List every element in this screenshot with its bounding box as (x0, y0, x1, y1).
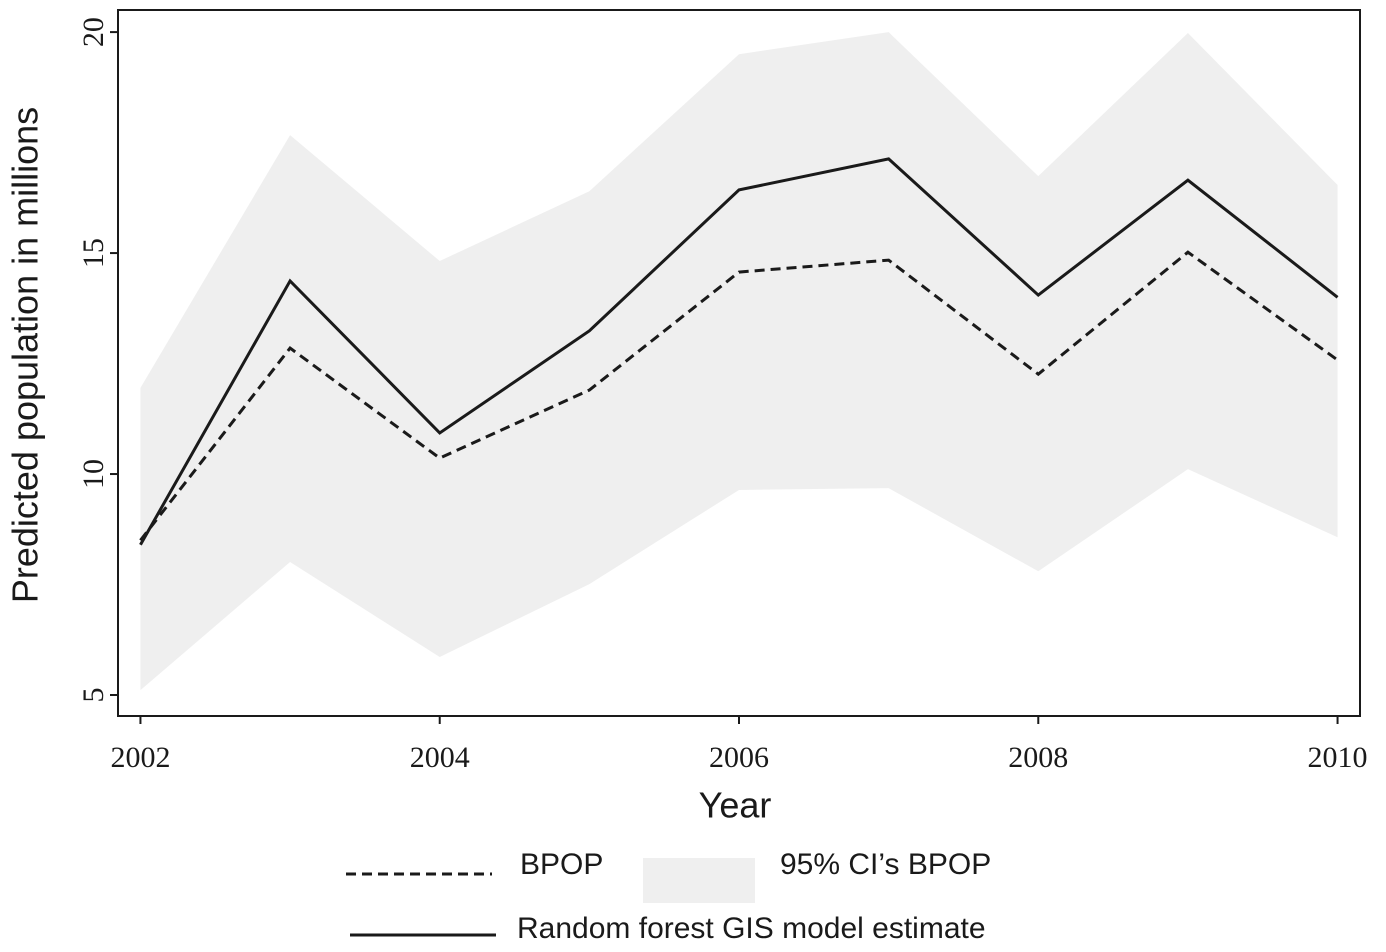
y-tick-label: 20 (77, 17, 110, 47)
legend-swatch (643, 858, 755, 903)
x-axis-title: Year (699, 785, 772, 826)
x-tick-label: 2002 (110, 741, 170, 774)
y-tick-label: 5 (77, 688, 110, 703)
ci-band (140, 32, 1338, 691)
y-tick-label: 10 (77, 459, 110, 489)
legend-label: 95% CI’s BPOP (780, 848, 991, 881)
series-line (139, 157, 1339, 546)
series-line (139, 250, 1339, 542)
x-tick-label: 2010 (1308, 741, 1368, 774)
y-axis-title: Predicted population in millions (5, 107, 46, 603)
y-tick-label: 15 (77, 238, 110, 268)
x-tick-label: 2004 (410, 741, 470, 774)
legend-label: BPOP (520, 848, 603, 881)
legend-label: Random forest GIS model estimate (517, 912, 986, 945)
x-tick-label: 2008 (1008, 741, 1068, 774)
x-tick-label: 2006 (709, 741, 769, 774)
